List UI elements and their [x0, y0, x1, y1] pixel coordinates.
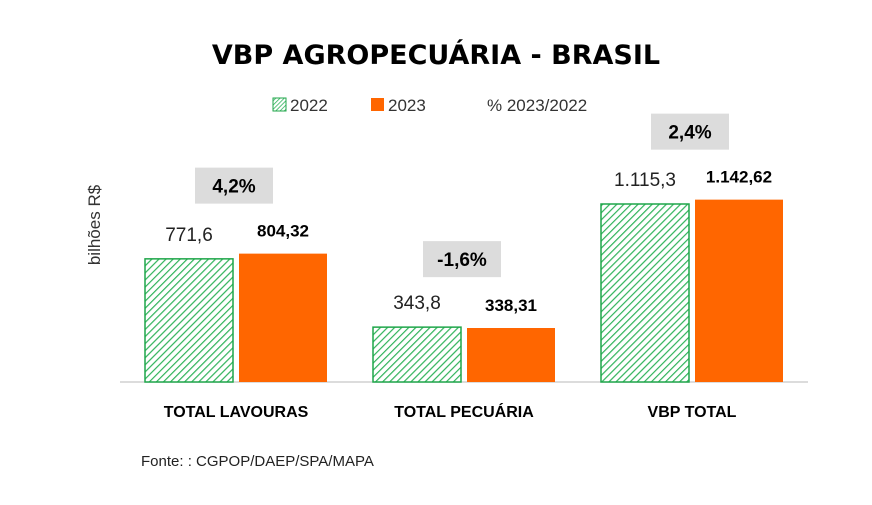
change-box-3: [651, 113, 729, 150]
legend: 2022 2023 % 2023/2022: [272, 96, 587, 115]
category-label-1: TOTAL LAVOURAS: [164, 404, 309, 421]
category-label-3: VBP TOTAL: [648, 404, 737, 421]
chart-title: VBP AGROPECUÁRIA - BRASIL: [212, 39, 660, 71]
data-label-2022-2: 343,8: [393, 293, 441, 314]
change-label-2: -1,6%: [437, 250, 487, 271]
chart-marks: 771,6 804,32 4,2% TOTAL LAVOURAS 343,8 338,31…: [144, 113, 783, 421]
bar-2022-1: [144, 258, 234, 383]
bar-2023-3: [695, 199, 783, 382]
legend-label-2023: 2023: [388, 96, 426, 115]
change-label-3: 2,4%: [668, 123, 711, 144]
legend-swatch-2023: [371, 98, 384, 111]
data-label-2023-3: 1.142,62: [706, 168, 772, 187]
data-label-2022-3: 1.115,3: [614, 170, 676, 191]
bar-2022-2: [372, 326, 462, 383]
change-label-1: 4,2%: [212, 177, 255, 198]
bar-2023-1: [239, 253, 327, 382]
change-box-2: [423, 241, 501, 278]
data-label-2023-1: 804,32: [257, 222, 309, 241]
change-box-1: [195, 167, 273, 204]
category-label-2: TOTAL PECUÁRIA: [394, 402, 534, 421]
data-label-2022-1: 771,6: [165, 225, 213, 246]
bar-2022-3: [600, 203, 690, 383]
data-label-2023-2: 338,31: [485, 296, 537, 315]
legend-label-2022: 2022: [290, 96, 328, 115]
legend-swatch-2022: [272, 97, 287, 112]
legend-label-change: % 2023/2022: [487, 96, 587, 115]
bar-2023-2: [467, 328, 555, 382]
source-note: Fonte: : CGPOP/DAEP/SPA/MAPA: [141, 453, 374, 470]
y-axis-label: bilhões R$: [85, 184, 104, 265]
